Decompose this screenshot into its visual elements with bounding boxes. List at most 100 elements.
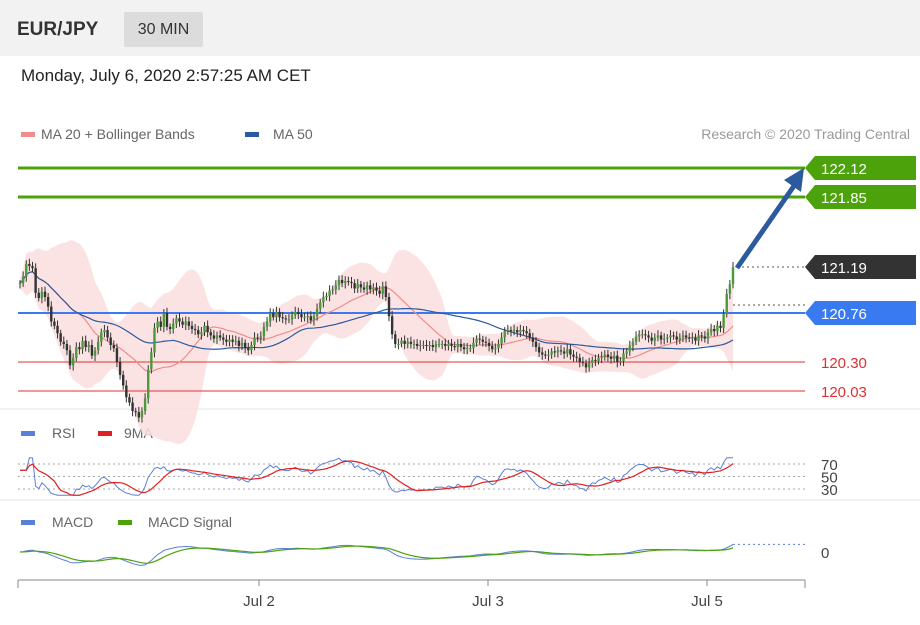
candle-body [325,295,328,298]
price-candles [18,258,735,423]
candle-body [422,344,425,346]
candle-body [378,290,381,294]
candle-body [694,337,697,341]
candle-body [650,337,653,341]
x-tick-label: Jul 2 [243,593,275,610]
candle-body [672,335,675,337]
candle-body [691,337,694,339]
candle-body [322,297,325,303]
candle-body [43,291,47,298]
candle-body [631,341,635,347]
candle-body [203,325,206,333]
candle-body [578,357,581,363]
candle-body [112,344,116,349]
candle-body [118,362,122,375]
candle-body [125,385,128,398]
candle-body [150,352,153,370]
candle-body [597,357,600,361]
candle-body [387,297,391,317]
timestamp: Monday, July 6, 2020 2:57:25 AM CET [21,66,311,85]
candle-body [440,343,444,345]
candle-body [500,337,503,344]
candle-body [700,335,703,337]
level-121-19-label: 121.19 [821,260,867,277]
candle-body [193,328,197,331]
candle-body [384,286,388,298]
candle-body [462,347,466,350]
candle-body [728,284,732,294]
macd-signal-legend: MACD Signal [148,514,233,530]
candle-body [56,325,59,334]
candle-body [178,318,181,322]
rsi-level-label-50: 50 [821,470,838,487]
candle-body [215,335,219,339]
macd-legend: MACD [52,514,94,530]
candle-body [265,321,269,327]
rsi-legend: RSI [52,425,76,441]
candle-body [153,327,156,353]
candle-body [62,341,65,344]
candle-body [337,279,341,286]
candle-body [437,343,441,345]
candle-body [100,332,103,342]
candle-body [344,281,347,284]
candle-body [659,335,663,340]
candle-body [556,350,560,353]
candle-body [591,359,594,364]
level-120-76-tag [805,301,916,325]
candle-body [553,351,556,353]
candle-body [562,351,566,354]
candle-body [406,341,409,344]
candle-body [259,336,262,339]
ma50-line [19,270,734,350]
candle-body [390,316,394,335]
candle-body [240,342,244,347]
candle-body [484,341,488,343]
candle-body [31,266,34,269]
candle-body [681,335,685,338]
candle-body [372,287,375,290]
candle-body [162,313,166,327]
candle-body [93,350,97,356]
candle-body [475,338,478,343]
candle-body [587,363,591,368]
candle-body [647,335,650,338]
candle-body [237,340,241,347]
candle-body [315,308,319,317]
candle-body [550,351,553,355]
candle-body [90,344,94,356]
level-122-12-tag [805,156,916,180]
candle-body [503,331,506,338]
candle-body [197,330,200,335]
candle-body [272,313,275,318]
candle-body [703,336,707,339]
candle-body [494,348,497,350]
candle-body [165,313,169,327]
candle-body [34,268,37,293]
candle-body [434,343,438,348]
timeframe-button[interactable]: 30 MIN [124,12,203,47]
candle-body [300,314,303,318]
candle-body [225,339,228,342]
candle-body [297,311,300,315]
candle-body [531,337,535,342]
candle-body [600,356,603,358]
candle-body [544,354,547,356]
candle-body [709,328,713,333]
candle-body [612,355,616,359]
candle-body [619,360,622,363]
candle-body [369,285,372,290]
rsi-swatch [21,431,35,436]
candle-body [121,374,125,386]
candle-body [168,326,172,329]
candle-body [606,354,610,357]
candle-body [140,411,144,418]
candle-body [187,321,191,326]
candle-body [465,348,469,350]
forecast-arrow [734,168,804,270]
candle-body [209,332,212,336]
x-tick-label: Jul 5 [691,593,723,610]
candle-body [719,325,722,328]
candle-body [716,325,719,332]
candle-body [688,337,691,339]
